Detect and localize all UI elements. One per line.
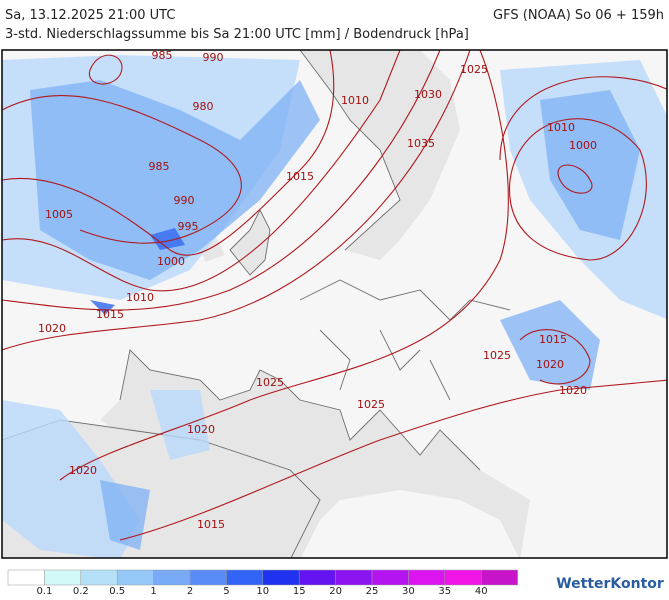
legend-swatch — [44, 569, 82, 586]
isobar-label: 1030 — [414, 88, 442, 101]
logo: WetterKontor — [556, 576, 664, 592]
legend-label: 2 — [187, 586, 193, 597]
isobar-label: 1000 — [569, 139, 597, 152]
isobar-label: 990 — [174, 194, 195, 207]
map-frame — [1, 49, 668, 559]
isobar-label: 1005 — [45, 208, 73, 221]
legend-swatch — [80, 569, 118, 586]
subtitle: 3-std. Niederschlagssumme bis Sa 21:00 U… — [5, 27, 469, 42]
map: 985 990 980 1010 1030 1025 1010 1000 1035 985 1015… — [1, 49, 668, 559]
legend-swatch — [371, 569, 409, 586]
isobar-label: 980 — [193, 100, 214, 113]
isobar-label: 1010 — [547, 121, 575, 134]
legend-label: 15 — [293, 586, 306, 597]
isobar-label: 1020 — [187, 423, 215, 436]
legend-label: 35 — [438, 586, 451, 597]
isobar-label: 1015 — [539, 333, 567, 346]
isobars — [2, 50, 667, 541]
isobar-label: 990 — [203, 51, 224, 64]
isobar-label: 1015 — [197, 518, 225, 531]
legend-swatch — [7, 569, 45, 586]
legend-label: 10 — [256, 586, 269, 597]
isobar-label: 1010 — [126, 291, 154, 304]
legend-label: 30 — [402, 586, 415, 597]
legend-label: 25 — [366, 586, 379, 597]
isobar-label: 1015 — [286, 170, 314, 183]
legend-swatch — [335, 569, 373, 586]
precipitation — [2, 55, 667, 558]
legend-label: 0.2 — [73, 586, 89, 597]
legend-label: 0.5 — [109, 586, 125, 597]
legend-swatch — [262, 569, 300, 586]
isobar-label: 1025 — [483, 349, 511, 362]
isobar-label: 1020 — [38, 322, 66, 335]
isobar-label: 1010 — [341, 94, 369, 107]
right-title: GFS (NOAA) So 06 + 159h — [493, 8, 664, 23]
legend-label: 0.1 — [36, 586, 52, 597]
isobar-label: 995 — [178, 220, 199, 233]
legend-label: 40 — [475, 586, 488, 597]
isobar-label: 985 — [149, 160, 170, 173]
isobar-label: 1025 — [357, 398, 385, 411]
isobar-label: 985 — [152, 49, 173, 62]
legend-swatch — [226, 569, 264, 586]
legend-swatch — [153, 569, 191, 586]
legend-label: 5 — [223, 586, 229, 597]
legend: 0.1 0.2 0.5 1 2 5 10 15 20 25 30 35 40 — [7, 569, 518, 597]
legend-swatch — [480, 569, 518, 586]
isobar-label: 1015 — [96, 308, 124, 321]
legend-swatch — [298, 569, 336, 586]
isobar-label: 1020 — [536, 358, 564, 371]
isobar-label: 1020 — [69, 464, 97, 477]
isobar-label: 1000 — [157, 255, 185, 268]
isobar-label: 1035 — [407, 137, 435, 150]
legend-swatch — [444, 569, 482, 586]
legend-swatch — [116, 569, 154, 586]
legend-swatch — [189, 569, 227, 586]
isobar-label: 1025 — [256, 376, 284, 389]
isobar-label: 1020 — [559, 384, 587, 397]
legend-label: 20 — [329, 586, 342, 597]
isobar-label: 1025 — [460, 63, 488, 76]
legend-swatch — [408, 569, 446, 586]
left-title: Sa, 13.12.2025 21:00 UTC — [5, 8, 175, 23]
legend-label: 1 — [150, 586, 156, 597]
